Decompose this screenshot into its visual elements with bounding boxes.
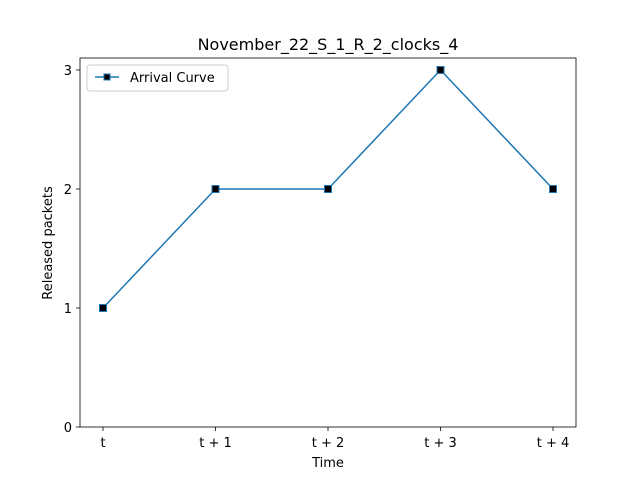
y-tick-label: 1 (64, 302, 72, 317)
legend-marker-swatch (103, 73, 111, 81)
x-tick-label: t + 1 (199, 436, 232, 451)
legend-label: Arrival Curve (130, 71, 215, 86)
chart-marks (99, 66, 557, 312)
legend-box (86, 64, 229, 92)
x-tick-label: t + 2 (312, 436, 345, 451)
y-tick-label: 2 (64, 183, 72, 198)
plot-background (80, 58, 576, 427)
x-axis-ticks: t t + 1 t + 2 t + 3 t + 4 (100, 427, 569, 451)
y-tick-label: 0 (64, 421, 72, 436)
data-point (211, 185, 220, 193)
data-point (436, 66, 445, 74)
chart-title: November_22_S_1_R_2_clocks_4 (198, 35, 459, 55)
data-point (549, 185, 557, 193)
y-tick-label: 3 (64, 64, 72, 79)
x-tick-label: t + 4 (537, 436, 570, 451)
x-tick-label: t + 3 (424, 436, 457, 451)
data-point (99, 304, 107, 312)
y-axis-label: Released packets (41, 186, 56, 300)
data-point (324, 185, 332, 193)
plot-area (80, 58, 576, 427)
legend: Arrival Curve (86, 64, 229, 92)
x-tick-label: t (100, 436, 105, 451)
y-axis-ticks: 0 1 2 3 (64, 64, 80, 436)
x-axis-label: Time (311, 456, 344, 471)
